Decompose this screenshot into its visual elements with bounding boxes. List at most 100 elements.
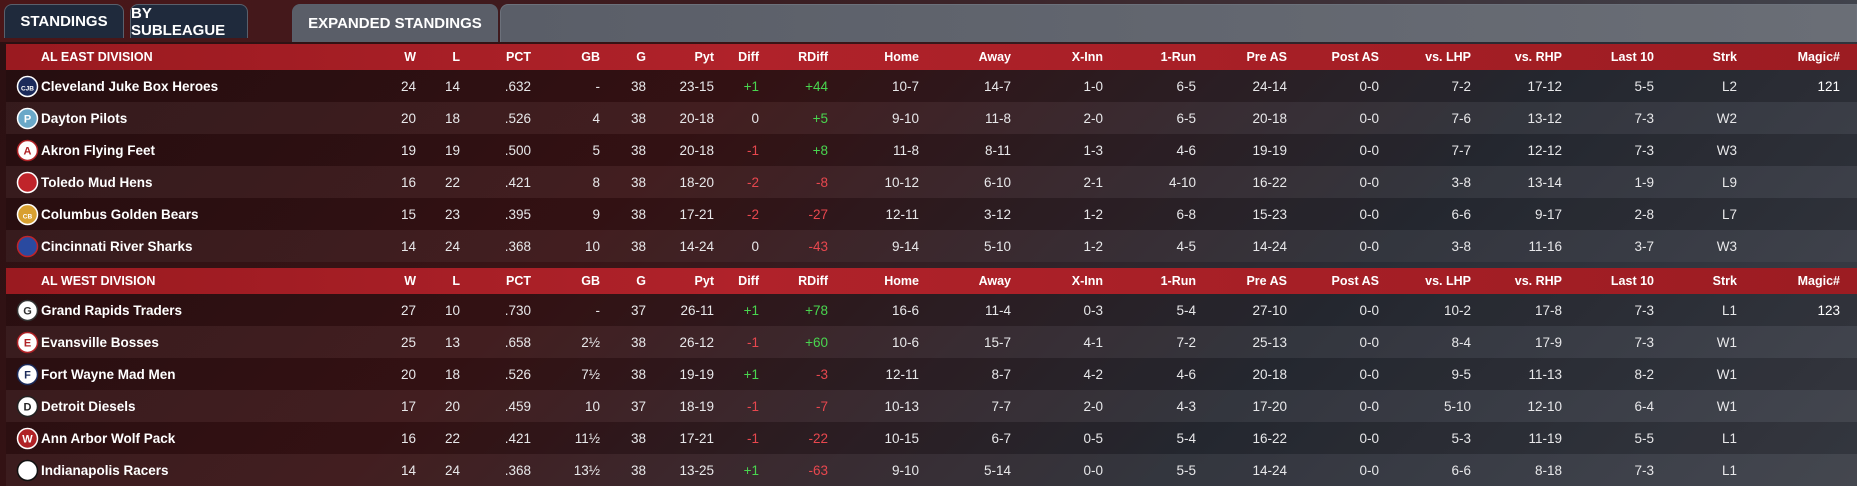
team-diff: -1	[746, 334, 759, 350]
team-rdiff: -7	[815, 398, 828, 414]
column-header-diff[interactable]: Diff	[738, 50, 759, 64]
team-row[interactable]: W Ann Arbor Wolf Pack 16 22 .421 11½ 38 17-21 -1…	[6, 422, 1857, 454]
team-pct: .632	[504, 78, 531, 94]
team-diff: -1	[746, 142, 759, 158]
team-name[interactable]: Indianapolis Racers	[41, 462, 169, 478]
team-g: 38	[630, 174, 646, 190]
team-w: 24	[400, 78, 416, 94]
column-header-pct[interactable]: PCT	[506, 50, 531, 64]
team-name[interactable]: Detroit Diesels	[41, 398, 136, 414]
column-header-pct[interactable]: PCT	[506, 274, 531, 288]
team-row[interactable]: CB Columbus Golden Bears 15 23 .395 9 38 17-21 -…	[6, 198, 1857, 230]
team-w: 16	[400, 430, 416, 446]
tab-standings[interactable]: STANDINGS	[4, 4, 124, 38]
team-rdiff: -43	[808, 238, 828, 254]
column-header-onerun[interactable]: 1-Run	[1160, 274, 1196, 288]
team-away: 14-7	[983, 78, 1011, 94]
column-header-away[interactable]: Away	[978, 274, 1011, 288]
team-home: 10-7	[891, 78, 919, 94]
team-row[interactable]: D Detroit Diesels 17 20 .459 10 37 18-19 -1 -7 10-…	[6, 390, 1857, 422]
team-onerun: 5-4	[1176, 430, 1196, 446]
column-header-w[interactable]: W	[404, 50, 416, 64]
column-header-strk[interactable]: Strk	[1712, 274, 1737, 288]
column-header-home[interactable]: Home	[884, 274, 919, 288]
team-preas: 14-24	[1252, 462, 1287, 478]
team-l: 23	[444, 206, 460, 222]
column-header-xinn[interactable]: X-Inn	[1071, 50, 1103, 64]
column-header-g[interactable]: G	[636, 50, 646, 64]
column-header-vsrhp[interactable]: vs. RHP	[1514, 50, 1562, 64]
column-header-strk[interactable]: Strk	[1712, 50, 1737, 64]
column-header-pyt[interactable]: Pyt	[694, 274, 714, 288]
column-header-xinn[interactable]: X-Inn	[1071, 274, 1103, 288]
column-header-g[interactable]: G	[636, 274, 646, 288]
column-header-rdiff[interactable]: RDiff	[798, 274, 828, 288]
column-header-magic[interactable]: Magic#	[1797, 50, 1840, 64]
team-row[interactable]: Indianapolis Racers 14 24 .368 13½ 38 13-25 +1 -…	[6, 454, 1857, 486]
column-header-pyt[interactable]: Pyt	[694, 50, 714, 64]
column-header-preas[interactable]: Pre AS	[1246, 274, 1287, 288]
column-header-vsrhp[interactable]: vs. RHP	[1514, 274, 1562, 288]
team-row[interactable]: CJB Cleveland Juke Box Heroes 24 14 .632 - 38 2…	[6, 70, 1857, 102]
column-header-preas[interactable]: Pre AS	[1246, 50, 1287, 64]
team-name[interactable]: Akron Flying Feet	[41, 142, 156, 158]
team-g: 37	[630, 398, 646, 414]
column-header-vslhp[interactable]: vs. LHP	[1425, 50, 1471, 64]
team-postas: 0-0	[1359, 334, 1379, 350]
column-header-onerun[interactable]: 1-Run	[1160, 50, 1196, 64]
team-pct: .658	[504, 334, 531, 350]
column-header-vslhp[interactable]: vs. LHP	[1425, 274, 1471, 288]
team-g: 38	[630, 238, 646, 254]
team-home: 10-6	[891, 334, 919, 350]
column-header-postas[interactable]: Post AS	[1331, 274, 1379, 288]
team-name[interactable]: Dayton Pilots	[41, 110, 128, 126]
team-row[interactable]: Cincinnati River Sharks 14 24 .368 10 38 14-24…	[6, 230, 1857, 262]
team-gb: 9	[592, 206, 600, 222]
column-header-last10[interactable]: Last 10	[1610, 274, 1654, 288]
team-rdiff: -22	[808, 430, 828, 446]
column-header-l[interactable]: L	[452, 50, 460, 64]
column-header-l[interactable]: L	[452, 274, 460, 288]
column-header-rdiff[interactable]: RDiff	[798, 50, 828, 64]
team-name[interactable]: Evansville Bosses	[41, 334, 159, 350]
team-l: 22	[444, 430, 460, 446]
team-last10: 8-2	[1634, 366, 1654, 382]
column-header-gb[interactable]: GB	[581, 274, 600, 288]
team-preas: 25-13	[1252, 334, 1287, 350]
team-name[interactable]: Ann Arbor Wolf Pack	[41, 430, 176, 446]
team-row[interactable]: Toledo Mud Hens 16 22 .421 8 38 18-20 -2 -8 10-12…	[6, 166, 1857, 198]
team-row[interactable]: E Evansville Bosses 25 13 .658 2½ 38 26-12 -1 +60…	[6, 326, 1857, 358]
tab-by-subleague[interactable]: BY SUBLEAGUE	[130, 4, 248, 39]
team-name[interactable]: Columbus Golden Bears	[41, 206, 199, 222]
team-away: 6-10	[983, 174, 1011, 190]
column-header-postas[interactable]: Post AS	[1331, 50, 1379, 64]
team-name[interactable]: Toledo Mud Hens	[41, 174, 153, 190]
team-name[interactable]: Grand Rapids Traders	[41, 302, 183, 318]
column-header-magic[interactable]: Magic#	[1797, 274, 1840, 288]
team-row[interactable]: F Fort Wayne Mad Men 20 18 .526 7½ 38 19-19 +1 -3…	[6, 358, 1857, 390]
team-diff: +1	[743, 366, 759, 382]
team-pyt: 17-21	[679, 430, 714, 446]
column-header-last10[interactable]: Last 10	[1610, 50, 1654, 64]
column-header-home[interactable]: Home	[884, 50, 919, 64]
team-row[interactable]: P Dayton Pilots 20 18 .526 4 38 20-18 0 +5 9-10 11-…	[6, 102, 1857, 134]
team-last10: 3-7	[1634, 238, 1654, 254]
team-xinn: 0-5	[1083, 430, 1103, 446]
tab-expanded-standings[interactable]: EXPANDED STANDINGS	[292, 4, 498, 42]
team-vsrhp: 13-12	[1527, 110, 1562, 126]
column-header-away[interactable]: Away	[978, 50, 1011, 64]
column-header-diff[interactable]: Diff	[738, 274, 759, 288]
team-strk: L1	[1721, 462, 1737, 478]
team-vsrhp: 13-14	[1527, 174, 1562, 190]
column-header-w[interactable]: W	[404, 274, 416, 288]
division-header: AL WEST DIVISION W L PCT GB G Pyt Diff RDiff Home…	[6, 268, 1857, 294]
column-header-gb[interactable]: GB	[581, 50, 600, 64]
team-name[interactable]: Fort Wayne Mad Men	[41, 366, 176, 382]
team-name[interactable]: Cincinnati River Sharks	[41, 238, 193, 254]
team-diff: -1	[746, 398, 759, 414]
cincinnati-logo-icon	[16, 235, 39, 258]
team-name[interactable]: Cleveland Juke Box Heroes	[41, 78, 219, 94]
team-row[interactable]: G Grand Rapids Traders 27 10 .730 - 37 26-11 +1 +…	[6, 294, 1857, 326]
team-g: 38	[630, 206, 646, 222]
team-row[interactable]: A Akron Flying Feet 19 19 .500 5 38 20-18 -1 +8 11…	[6, 134, 1857, 166]
